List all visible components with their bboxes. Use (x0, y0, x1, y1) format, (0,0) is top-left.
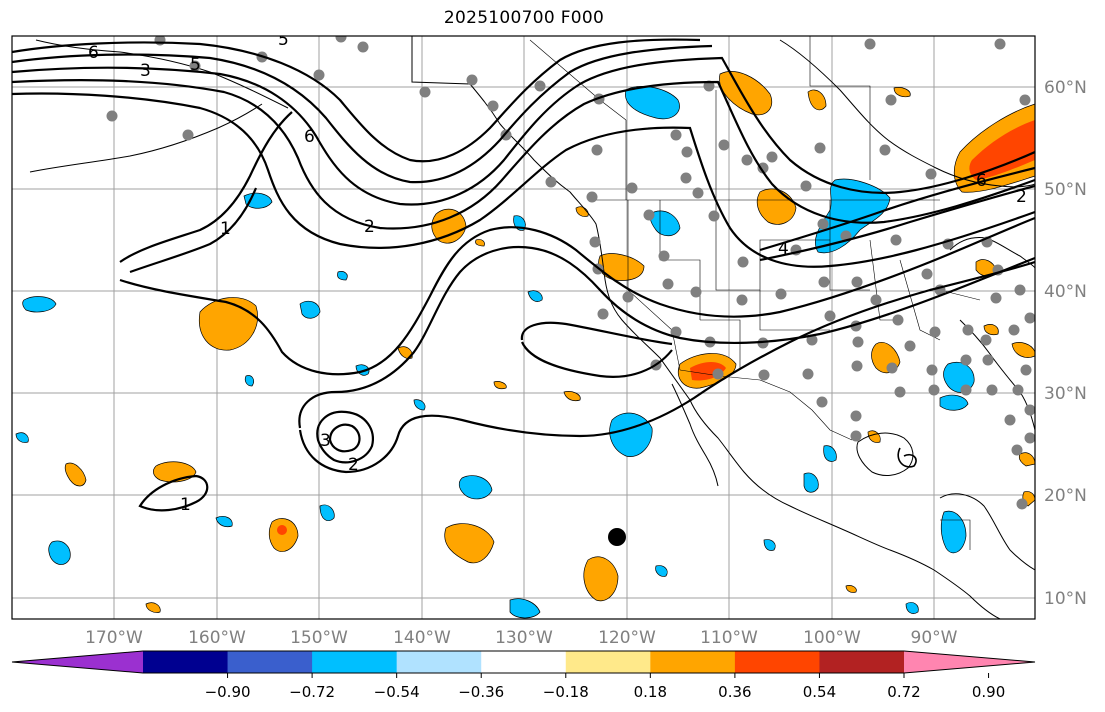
colorbar-outline (11, 650, 1036, 674)
lat-label: 60°N (1044, 78, 1087, 98)
lon-label: 110°W (700, 628, 758, 648)
colorbar-tick-label: 0.36 (718, 683, 751, 701)
contour-label: 4 (778, 239, 789, 259)
contour-label: 2 (364, 217, 375, 237)
contour-label: 6 (976, 171, 987, 191)
colorbar-tick-label: 0.90 (972, 683, 1005, 701)
colorbar-swatch (396, 651, 482, 673)
contour-label: 6 (88, 43, 99, 63)
colorbar-swatch (481, 651, 567, 673)
contour-label: 1 (180, 495, 191, 515)
graticule (12, 36, 1035, 619)
lon-label: 140°W (393, 628, 451, 648)
contour-lines (12, 38, 1035, 512)
colorbar-tick-label: −0.54 (374, 683, 420, 701)
colorbar-tick-label: 0.72 (887, 683, 920, 701)
colorbar-swatch (227, 651, 313, 673)
map-title: 2025100700 F000 (443, 8, 605, 28)
colorbar-tick-label: 0.54 (803, 683, 836, 701)
contour-label: 5 (278, 30, 289, 50)
storm-center-marker (608, 528, 626, 546)
colorbar-swatch (650, 651, 736, 673)
longitude-axis: 170°W 160°W 150°W 140°W 130°W 120°W 110°… (85, 628, 958, 648)
colorbar-swatch (565, 651, 651, 673)
colorbar-tick-label: −0.90 (205, 683, 251, 701)
colorbar-tick-label: −0.72 (289, 683, 335, 701)
lat-label: 10°N (1044, 589, 1087, 609)
lon-label: 100°W (803, 628, 861, 648)
latitude-axis: 60°N 50°N 40°N 30°N 20°N 10°N (1044, 78, 1087, 609)
contour-label: 1 (220, 219, 231, 239)
colorbar: −0.90 −0.72 −0.54 −0.36 −0.18 0.18 0.36 0.54 0.7… (11, 650, 1036, 701)
lon-label: 130°W (495, 628, 553, 648)
station-points (106, 36, 1035, 510)
strong-positive-anomaly-areas (277, 120, 1035, 535)
lat-label: 40°N (1044, 282, 1087, 302)
colorbar-extend-high (904, 651, 1035, 673)
contour-labels: 6 5 3 5 6 1 2 3 2 1 4 6 2 (88, 30, 1027, 515)
lon-label: 90°W (911, 628, 958, 648)
negative-anomaly-areas (15, 86, 975, 619)
contour-label: 2 (348, 455, 359, 475)
colorbar-tick-label: −0.18 (543, 683, 589, 701)
colorbar-swatch (734, 651, 820, 673)
contour-label: 3 (320, 431, 331, 451)
contour-label: 3 (140, 61, 151, 81)
lat-label: 50°N (1044, 180, 1087, 200)
contour-label: 5 (190, 55, 201, 75)
lon-label: 150°W (290, 628, 348, 648)
colorbar-swatch (312, 651, 398, 673)
colorbar-swatch (819, 651, 905, 673)
contour-label: 6 (304, 127, 315, 147)
colorbar-tick-label: 0.18 (634, 683, 667, 701)
lon-label: 170°W (85, 628, 143, 648)
lat-label: 30°N (1044, 384, 1087, 404)
lon-label: 120°W (598, 628, 656, 648)
colorbar-tick-label: −0.36 (458, 683, 504, 701)
positive-anomaly-areas (64, 71, 1035, 613)
colorbar-extend-low (12, 651, 143, 673)
colorbar-swatch (143, 651, 229, 673)
contour-label: 2 (1016, 187, 1027, 207)
lon-label: 160°W (188, 628, 246, 648)
map-frame (11, 35, 1036, 620)
lat-label: 20°N (1044, 486, 1087, 506)
